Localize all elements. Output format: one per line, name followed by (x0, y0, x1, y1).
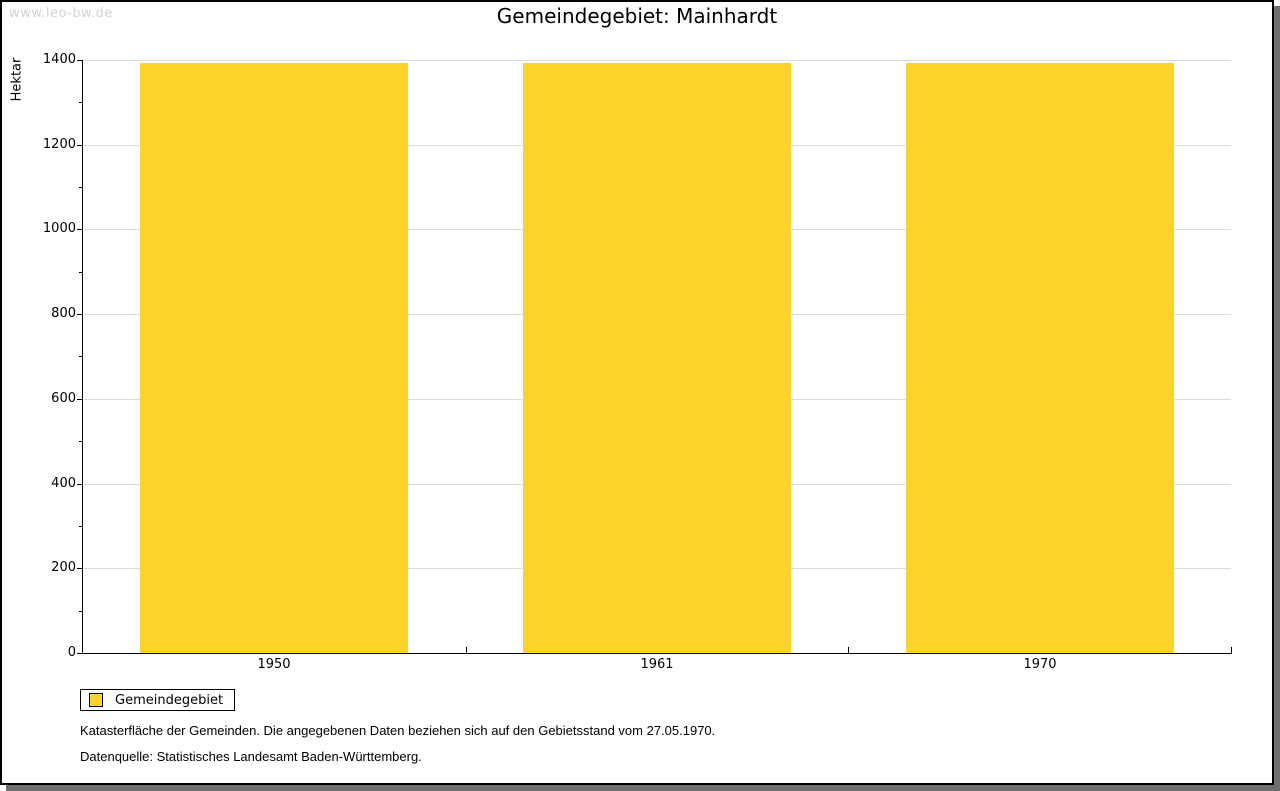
x-tick-label: 1970 (1023, 657, 1057, 672)
x-axis-line (82, 653, 1232, 654)
y-major-tick (77, 653, 82, 654)
y-major-tick (77, 484, 82, 485)
x-tick-label: 1950 (257, 657, 291, 672)
gridline (83, 60, 1231, 61)
x-group-divider-tick (466, 647, 467, 653)
y-tick-label: 600 (51, 391, 76, 406)
y-minor-tick (79, 356, 82, 357)
y-major-tick (77, 229, 82, 230)
y-major-tick (77, 568, 82, 569)
y-major-tick (77, 314, 82, 315)
y-minor-tick (79, 611, 82, 612)
watermark-leo-bw: www.leo-bw.de (9, 6, 113, 21)
y-tick-label: 1400 (42, 52, 76, 67)
bar (523, 63, 791, 653)
footnote-description: Katasterfläche der Gemeinden. Die angege… (80, 723, 716, 738)
y-major-tick (77, 145, 82, 146)
y-minor-tick (79, 187, 82, 188)
y-tick-label: 1200 (42, 137, 76, 152)
y-tick-label: 800 (51, 306, 76, 321)
bar (140, 63, 408, 653)
bar (906, 63, 1174, 653)
y-tick-label: 400 (51, 476, 76, 491)
x-tick-label: 1961 (640, 657, 674, 672)
y-tick-label: 1000 (42, 221, 76, 236)
y-tick-label: 200 (51, 560, 76, 575)
y-axis-line (82, 60, 83, 654)
y-major-tick (77, 399, 82, 400)
y-minor-tick (79, 441, 82, 442)
x-group-divider-tick (848, 647, 849, 653)
y-minor-tick (79, 526, 82, 527)
y-minor-tick (79, 272, 82, 273)
legend-label: Gemeindegebiet (115, 692, 224, 708)
legend-swatch-gemeindegebiet (89, 693, 103, 707)
y-major-tick (77, 60, 82, 61)
y-minor-tick (79, 102, 82, 103)
y-tick-label: 0 (67, 645, 76, 660)
legend: Gemeindegebiet (80, 689, 236, 711)
x-group-divider-tick (1231, 647, 1232, 653)
chart-title: Gemeindegebiet: Mainhardt (496, 4, 778, 28)
footnote-source: Datenquelle: Statistisches Landesamt Bad… (80, 749, 422, 764)
